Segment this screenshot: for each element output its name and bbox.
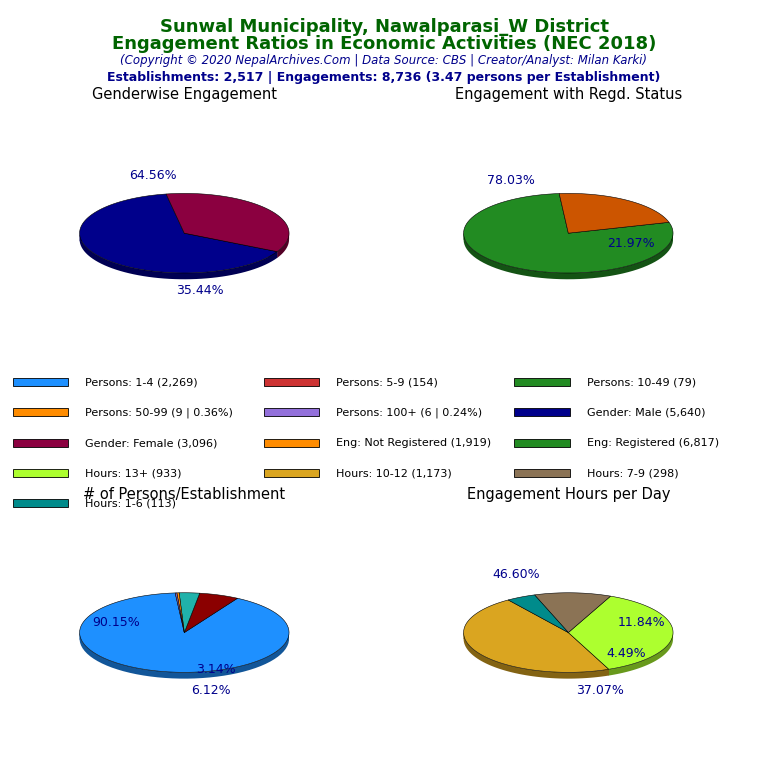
Text: Hours: 13+ (933): Hours: 13+ (933) xyxy=(85,468,182,478)
Polygon shape xyxy=(464,600,609,672)
Text: Gender: Male (5,640): Gender: Male (5,640) xyxy=(588,408,706,418)
Polygon shape xyxy=(464,633,609,679)
Title: Genderwise Engagement: Genderwise Engagement xyxy=(92,88,276,102)
Polygon shape xyxy=(184,233,277,258)
Title: # of Persons/Establishment: # of Persons/Establishment xyxy=(83,487,286,502)
Polygon shape xyxy=(277,233,289,258)
Text: Sunwal Municipality, Nawalparasi_W District: Sunwal Municipality, Nawalparasi_W Distr… xyxy=(160,18,608,35)
Text: Persons: 1-4 (2,269): Persons: 1-4 (2,269) xyxy=(85,377,198,387)
Text: 64.56%: 64.56% xyxy=(129,169,177,182)
Bar xyxy=(13,469,68,477)
Text: Hours: 1-6 (113): Hours: 1-6 (113) xyxy=(85,498,177,508)
Text: Persons: 5-9 (154): Persons: 5-9 (154) xyxy=(336,377,439,387)
Bar xyxy=(13,499,68,508)
Polygon shape xyxy=(184,633,289,641)
Polygon shape xyxy=(80,233,184,241)
Text: 46.60%: 46.60% xyxy=(492,568,540,581)
Text: Hours: 10-12 (1,173): Hours: 10-12 (1,173) xyxy=(336,468,452,478)
Bar xyxy=(13,378,68,386)
Text: 37.07%: 37.07% xyxy=(576,684,624,697)
Text: Persons: 100+ (6 | 0.24%): Persons: 100+ (6 | 0.24%) xyxy=(336,407,482,418)
Text: Persons: 10-49 (79): Persons: 10-49 (79) xyxy=(588,377,697,387)
Text: 11.84%: 11.84% xyxy=(617,616,665,628)
Title: Engagement with Regd. Status: Engagement with Regd. Status xyxy=(455,88,682,102)
Text: 4.49%: 4.49% xyxy=(606,647,646,660)
Text: 35.44%: 35.44% xyxy=(176,284,223,297)
Bar xyxy=(515,378,570,386)
Bar xyxy=(13,439,68,447)
Polygon shape xyxy=(80,593,289,672)
Polygon shape xyxy=(568,233,673,241)
Polygon shape xyxy=(80,194,277,273)
Polygon shape xyxy=(179,593,200,633)
Title: Engagement Hours per Day: Engagement Hours per Day xyxy=(467,487,670,502)
Polygon shape xyxy=(80,634,289,679)
Polygon shape xyxy=(464,233,568,240)
Polygon shape xyxy=(568,633,673,640)
Text: Eng: Not Registered (1,919): Eng: Not Registered (1,919) xyxy=(336,438,492,448)
Bar xyxy=(263,439,319,447)
Text: Persons: 50-99 (9 | 0.36%): Persons: 50-99 (9 | 0.36%) xyxy=(85,407,233,418)
Text: 21.97%: 21.97% xyxy=(607,237,655,250)
Bar xyxy=(263,469,319,477)
Text: Eng: Registered (6,817): Eng: Registered (6,817) xyxy=(588,438,720,448)
Text: 78.03%: 78.03% xyxy=(487,174,535,187)
Polygon shape xyxy=(464,633,568,639)
Bar xyxy=(515,439,570,447)
Polygon shape xyxy=(175,593,184,633)
Bar xyxy=(13,409,68,416)
Bar xyxy=(263,378,319,386)
Polygon shape xyxy=(184,593,237,633)
Text: Hours: 7-9 (298): Hours: 7-9 (298) xyxy=(588,468,679,478)
Polygon shape xyxy=(464,194,673,273)
Polygon shape xyxy=(464,233,673,280)
Text: Engagement Ratios in Economic Activities (NEC 2018): Engagement Ratios in Economic Activities… xyxy=(112,35,656,52)
Polygon shape xyxy=(80,235,277,280)
Text: (Copyright © 2020 NepalArchives.Com | Data Source: CBS | Creator/Analyst: Milan : (Copyright © 2020 NepalArchives.Com | Da… xyxy=(121,54,647,67)
Text: 90.15%: 90.15% xyxy=(92,616,140,628)
Bar xyxy=(515,409,570,416)
Text: 6.12%: 6.12% xyxy=(190,684,230,697)
Text: 3.14%: 3.14% xyxy=(196,663,236,676)
Bar xyxy=(263,409,319,416)
Polygon shape xyxy=(568,633,609,676)
Bar xyxy=(515,469,570,477)
Text: Gender: Female (3,096): Gender: Female (3,096) xyxy=(85,438,218,448)
Polygon shape xyxy=(568,596,673,669)
Text: Establishments: 2,517 | Engagements: 8,736 (3.47 persons per Establishment): Establishments: 2,517 | Engagements: 8,7… xyxy=(108,71,660,84)
Polygon shape xyxy=(535,593,611,633)
Polygon shape xyxy=(609,634,673,676)
Polygon shape xyxy=(184,233,289,240)
Polygon shape xyxy=(559,194,669,233)
Polygon shape xyxy=(568,633,609,676)
Polygon shape xyxy=(80,633,184,640)
Polygon shape xyxy=(508,595,568,633)
Polygon shape xyxy=(177,593,184,633)
Polygon shape xyxy=(184,233,277,258)
Polygon shape xyxy=(166,194,289,252)
